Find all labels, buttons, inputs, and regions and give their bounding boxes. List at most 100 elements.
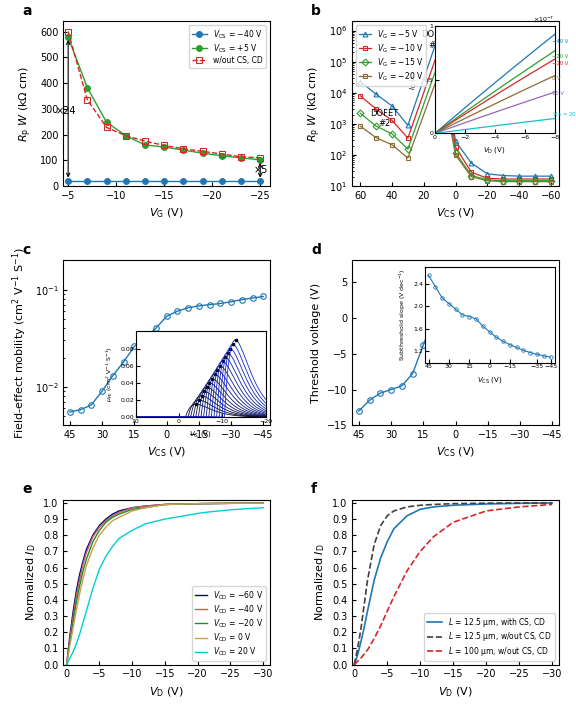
$V_\mathrm{G}$ = −15 V [468,171,475,180]
$V_\mathrm{CD}$ = −40 V [194,499,201,508]
$V_\mathrm{CD}$ = 20 V [194,509,201,518]
Line: w/out CS, CD: w/out CS, CD [66,29,263,160]
$V_\mathrm{G}$ = −10 V [404,134,411,142]
$V_\mathrm{CS}$ = −40 V [180,176,187,185]
$V_\mathrm{CD}$ = −20 V [63,660,70,669]
$V_\mathrm{CS}$ = +5 V [161,143,168,151]
$V_\mathrm{CD}$ = −20 V [89,537,96,546]
$L$ = 12.5 μm, w/out CS, CD [549,498,556,507]
Line: $V_\mathrm{G}$ = −10 V: $V_\mathrm{G}$ = −10 V [358,45,553,182]
$V_\mathrm{CD}$ = −20 V [194,499,201,508]
$L$ = 100 μm, w/out CS, CD [417,547,424,556]
$V_\mathrm{G}$ = −10 V [389,116,396,124]
Line: $V_\mathrm{CD}$ = −40 V: $V_\mathrm{CD}$ = −40 V [67,503,263,665]
$L$ = 100 μm, w/out CS, CD [370,634,377,643]
$V_\mathrm{CS}$ = +5 V [103,118,110,127]
$L$ = 12.5 μm, with CS, CD [358,638,365,646]
$L$ = 12.5 μm, w/out CS, CD [351,660,358,669]
$V_\mathrm{CD}$ = 0 V [89,544,96,552]
$V_\mathrm{CD}$ = 20 V [66,654,73,662]
$V_\mathrm{CD}$ = 0 V [260,499,267,508]
$V_\mathrm{CD}$ = −20 V [260,499,267,508]
$V_\mathrm{CD}$ = −60 V [73,586,80,595]
$V_\mathrm{CD}$ = −40 V [103,516,109,525]
$V_\mathrm{CD}$ = −60 V [63,660,70,669]
$L$ = 12.5 μm, w/out CS, CD [404,503,411,511]
$V_\mathrm{CD}$ = −60 V [109,510,116,518]
$V_\mathrm{CS}$ = +5 V [237,153,244,162]
$V_\mathrm{CD}$ = 20 V [109,542,116,551]
$L$ = 12.5 μm, w/out CS, CD [516,498,522,507]
Line: $V_\mathrm{CD}$ = −60 V: $V_\mathrm{CD}$ = −60 V [67,503,263,665]
Line: $V_\mathrm{CD}$ = 0 V: $V_\mathrm{CD}$ = 0 V [67,503,263,665]
w/out CS, CD [65,28,71,36]
$V_\mathrm{CD}$ = 20 V [181,512,188,520]
$V_\mathrm{CD}$ = −40 V [128,503,135,512]
$V_\mathrm{CD}$ = −20 V [73,597,80,606]
$V_\mathrm{CS}$ = −40 V [199,176,206,185]
$V_\mathrm{G}$ = −20 V [373,134,380,142]
$V_\mathrm{CD}$ = −40 V [260,499,267,508]
$V_\mathrm{G}$ = −5 V [373,90,380,98]
$V_\mathrm{G}$ = −5 V [389,102,396,110]
$V_\mathrm{CD}$ = −60 V [83,546,90,554]
$V_\mathrm{CD}$ = 0 V [103,523,109,532]
Text: d: d [311,243,321,257]
$L$ = 12.5 μm, w/out CS, CD [391,507,397,515]
$V_\mathrm{CS}$ = +5 V [142,141,149,149]
w/out CS, CD [103,123,110,132]
$L$ = 12.5 μm, with CS, CD [361,623,367,631]
$V_\mathrm{CD}$ = 20 V [70,648,77,656]
$V_\mathrm{G}$ = −5 V [484,170,491,178]
$L$ = 12.5 μm, with CS, CD [354,650,361,659]
$V_\mathrm{CS}$ = +5 V [65,33,71,42]
$L$ = 100 μm, w/out CS, CD [450,518,457,527]
$V_\mathrm{CD}$ = −60 V [76,570,83,578]
$V_\mathrm{G}$ = −15 V [373,122,380,130]
$V_\mathrm{CD}$ = 20 V [227,506,234,514]
$V_\mathrm{CD}$ = −40 V [76,575,83,583]
$V_\mathrm{CD}$ = −40 V [96,523,103,532]
$V_\mathrm{CD}$ = 20 V [96,565,103,573]
$L$ = 12.5 μm, w/out CS, CD [430,501,437,509]
$V_\mathrm{CD}$ = −60 V [103,515,109,523]
$V_\mathrm{CD}$ = −40 V [66,634,73,643]
$V_\mathrm{CD}$ = 20 V [63,660,70,669]
$V_\mathrm{CD}$ = 0 V [194,499,201,508]
$L$ = 100 μm, w/out CS, CD [358,654,365,662]
$V_\mathrm{G}$ = −5 V [357,77,363,86]
$V_\mathrm{G}$ = −15 V [389,129,396,138]
Line: $L$ = 12.5 μm, with CS, CD: $L$ = 12.5 μm, with CS, CD [354,503,552,665]
$V_\mathrm{CD}$ = −60 V [66,631,73,640]
$L$ = 100 μm, w/out CS, CD [430,532,437,541]
$V_\mathrm{G}$ = −5 V [516,172,522,180]
$L$ = 100 μm, w/out CS, CD [364,645,371,654]
$V_\mathrm{G}$ = −15 V [484,175,491,184]
Text: f: f [311,482,317,496]
$V_\mathrm{CD}$ = 20 V [76,630,83,638]
$V_\mathrm{G}$ = −5 V [532,172,539,180]
$L$ = 12.5 μm, with CS, CD [384,537,391,546]
$V_\mathrm{CS}$ = −40 V [103,176,110,185]
$L$ = 12.5 μm, with CS, CD [370,576,377,585]
$V_\mathrm{CD}$ = 0 V [76,589,83,597]
$V_\mathrm{CD}$ = 0 V [128,507,135,515]
$L$ = 12.5 μm, w/out CS, CD [377,521,384,530]
$L$ = 100 μm, w/out CS, CD [483,507,490,515]
$V_\mathrm{CD}$ = 20 V [260,503,267,512]
$V_\mathrm{G}$ = −20 V [547,177,554,186]
Text: b: b [311,4,321,18]
$V_\mathrm{CD}$ = −40 V [70,612,77,620]
w/out CS, CD [84,95,91,104]
$L$ = 12.5 μm, with CS, CD [417,505,424,513]
$V_\mathrm{CD}$ = 20 V [89,584,96,592]
$V_\mathrm{G}$ = −10 V [373,105,380,113]
$V_\mathrm{CD}$ = −40 V [73,591,80,600]
w/out CS, CD [237,153,244,161]
X-axis label: $V_\mathrm{G}$ (V): $V_\mathrm{G}$ (V) [149,206,184,220]
$V_\mathrm{CD}$ = −20 V [79,566,86,575]
$V_\mathrm{CD}$ = −40 V [89,532,96,541]
$L$ = 12.5 μm, with CS, CD [549,498,556,507]
$V_\mathrm{CD}$ = −40 V [142,502,149,510]
$L$ = 100 μm, w/out CS, CD [549,501,556,509]
